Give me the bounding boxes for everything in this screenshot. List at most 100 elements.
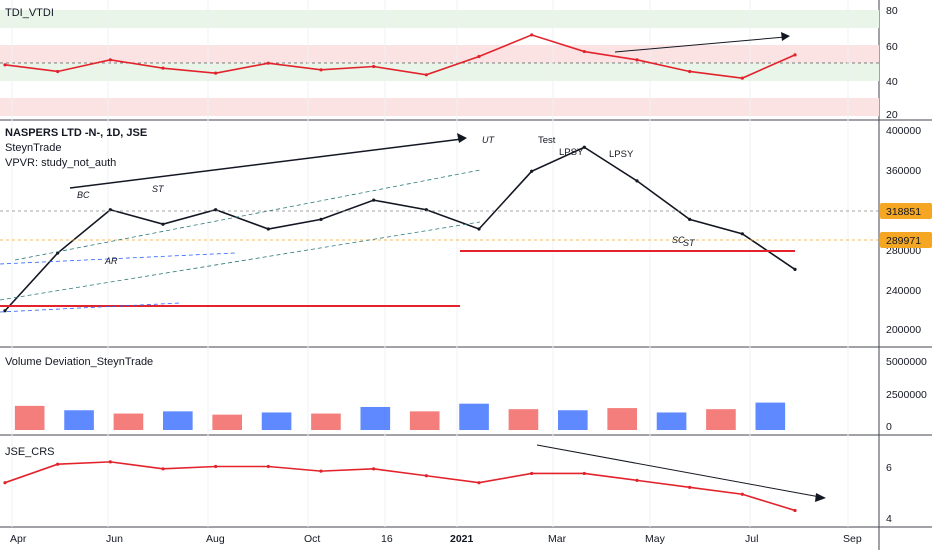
time-tick: Jul <box>745 533 758 545</box>
tdi-tick: 40 <box>886 76 898 88</box>
data-point <box>161 467 165 471</box>
crs-axis: 6 4 <box>886 462 892 525</box>
price-tick: 240000 <box>886 285 921 297</box>
data-point <box>582 49 586 54</box>
data-point <box>214 464 218 469</box>
price-badge-upper-text: 318851 <box>886 206 921 218</box>
data-point <box>688 217 692 221</box>
price-tick: 400000 <box>886 125 921 137</box>
annotation-lpsy-2: LPSY <box>609 149 634 160</box>
tdi-bands <box>0 10 879 116</box>
data-point <box>688 69 692 74</box>
price-layer <box>3 145 797 313</box>
data-point <box>424 208 428 212</box>
time-tick: 2021 <box>450 533 474 545</box>
crs-layer <box>3 460 797 513</box>
crs-title: JSE_CRS <box>5 446 55 458</box>
data-point <box>530 33 534 37</box>
volume-bar <box>459 403 489 430</box>
data-point <box>161 222 165 226</box>
price-tick: 200000 <box>886 324 921 336</box>
crs-trend-arrow <box>536 444 826 502</box>
data-point <box>424 73 428 77</box>
data-point <box>266 227 270 231</box>
annotation-ar: AR <box>104 256 118 266</box>
data-point <box>319 68 323 72</box>
annotation-ut: UT <box>482 135 495 145</box>
annotation-bc: BC <box>77 190 90 200</box>
volume-bar <box>64 410 94 430</box>
data-point <box>108 208 112 212</box>
tdi-tick: 60 <box>886 41 898 53</box>
volume-bar <box>212 414 242 430</box>
annotation-sc: SC <box>672 235 685 245</box>
volume-bar <box>409 411 440 430</box>
price-overlays <box>0 133 879 313</box>
crs-tick: 4 <box>886 513 892 525</box>
data-point <box>477 227 481 231</box>
data-point <box>635 179 639 183</box>
series-line <box>4 461 796 512</box>
data-point <box>3 309 7 313</box>
data-point <box>214 208 218 212</box>
time-tick: Mar <box>548 533 567 545</box>
time-tick: Oct <box>304 533 320 545</box>
time-tick: May <box>645 533 666 545</box>
data-point <box>319 469 323 473</box>
price-author: SteynTrade <box>5 142 61 154</box>
volume-bar <box>311 413 341 430</box>
data-point <box>635 58 639 62</box>
arrow-head-icon <box>781 32 790 41</box>
volume-axis: 5000000 2500000 0 <box>886 356 927 433</box>
volume-bar <box>360 406 391 430</box>
volume-tick: 0 <box>886 421 892 433</box>
volume-title: Volume Deviation_SteynTrade <box>5 356 153 368</box>
data-point <box>582 471 586 476</box>
volume-bar <box>558 410 588 430</box>
volume-layer <box>14 402 786 430</box>
data-point <box>740 232 744 236</box>
data-point <box>372 198 376 202</box>
time-tick: Sep <box>843 533 862 545</box>
price-badge-lower-text: 289971 <box>886 235 921 247</box>
data-point <box>372 64 376 69</box>
data-point <box>108 460 112 464</box>
tdi-axis: 80 60 40 20 <box>886 5 898 121</box>
data-point <box>793 508 797 513</box>
data-point <box>161 66 165 70</box>
data-point <box>3 63 7 67</box>
data-point <box>477 481 481 485</box>
trend-arrow-price <box>69 138 463 189</box>
price-badge-upper <box>880 203 932 219</box>
volume-bar <box>706 409 736 430</box>
time-tick: 16 <box>381 533 393 545</box>
tdi-trend-arrow <box>614 32 790 53</box>
volume-bar <box>261 412 292 430</box>
volume-bar <box>656 412 687 430</box>
time-tick: Jun <box>106 533 123 545</box>
data-point <box>424 474 428 478</box>
data-point <box>477 54 481 59</box>
time-tick: Aug <box>206 533 225 545</box>
volume-bar <box>607 408 637 430</box>
data-point <box>530 169 534 173</box>
tdi-layer <box>3 33 797 80</box>
crs-tick: 6 <box>886 462 892 474</box>
tdi-title: TDI_VTDI <box>5 7 54 19</box>
arrow-head-icon <box>815 493 826 502</box>
data-point <box>793 267 797 271</box>
data-point <box>214 71 218 75</box>
arrow-head-icon <box>457 133 467 143</box>
data-point <box>372 467 376 471</box>
volume-bar <box>508 409 539 430</box>
volume-bar <box>14 405 45 430</box>
data-point <box>266 61 270 65</box>
data-point <box>56 69 60 74</box>
annotation-st: ST <box>152 184 165 194</box>
time-axis: Apr Jun Aug Oct 16 2021 Mar May Jul Sep <box>10 533 862 545</box>
data-point <box>530 471 534 476</box>
price-tick: 360000 <box>886 165 921 177</box>
data-point <box>582 145 586 149</box>
